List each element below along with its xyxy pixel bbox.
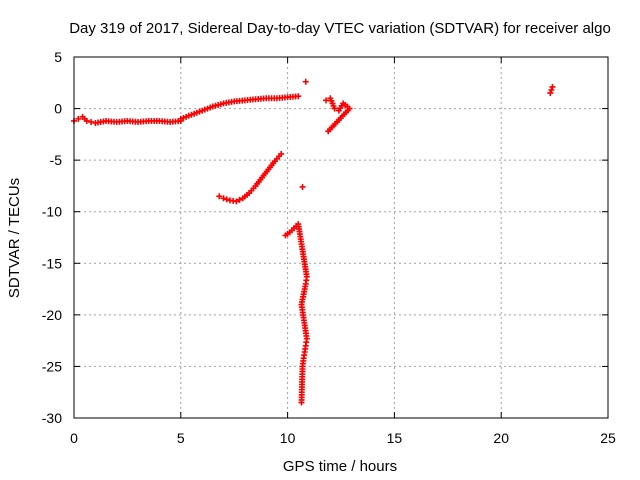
data-point xyxy=(548,87,555,94)
series-markers xyxy=(299,78,309,190)
y-tick-label: -5 xyxy=(50,152,63,168)
data-point xyxy=(88,118,95,125)
series-markers xyxy=(216,150,285,205)
series-markers xyxy=(177,93,302,122)
data-markers xyxy=(71,78,556,406)
axis-ticks: 0 5 10 15 20 25 5 0 -5 -10 -15 -20 -25 -30 xyxy=(42,49,616,446)
series-markers xyxy=(323,95,353,135)
y-tick-label: 0 xyxy=(54,101,62,117)
y-axis-label: SDTVAR / TECUs xyxy=(6,178,23,298)
y-tick-label: -10 xyxy=(42,204,62,220)
data-point xyxy=(233,198,240,205)
data-point xyxy=(236,196,243,203)
data-point xyxy=(278,150,285,157)
y-tick-label: -25 xyxy=(42,358,62,374)
data-point xyxy=(298,399,305,406)
y-tick-label: -30 xyxy=(42,410,62,426)
x-tick-label: 0 xyxy=(70,430,78,446)
data-point xyxy=(75,115,82,122)
y-tick-label: -15 xyxy=(42,255,62,271)
plot-frame xyxy=(73,56,609,419)
x-tick-label: 15 xyxy=(387,430,403,446)
x-tick-label: 5 xyxy=(177,430,185,446)
data-point xyxy=(83,117,90,124)
x-tick-label: 25 xyxy=(600,430,616,446)
x-axis-label: GPS time / hours xyxy=(283,458,397,475)
x-tick-label: 10 xyxy=(280,430,296,446)
data-point xyxy=(331,105,338,112)
series-markers xyxy=(282,221,310,406)
y-tick-label: 5 xyxy=(54,49,62,65)
series-markers xyxy=(547,83,556,97)
data-point xyxy=(223,196,230,203)
data-point xyxy=(216,193,223,200)
data-point xyxy=(325,128,332,135)
data-point xyxy=(299,183,306,190)
x-tick-label: 20 xyxy=(493,430,509,446)
chart-title: Day 319 of 2017, Sidereal Day-to-day VTE… xyxy=(69,20,611,37)
data-point xyxy=(220,195,227,202)
y-tick-label: -20 xyxy=(42,307,62,323)
data-point xyxy=(549,83,556,90)
data-point xyxy=(547,90,554,97)
data-point xyxy=(323,97,330,104)
series-markers xyxy=(71,113,184,127)
data-point xyxy=(295,93,302,100)
data-point xyxy=(302,78,309,85)
